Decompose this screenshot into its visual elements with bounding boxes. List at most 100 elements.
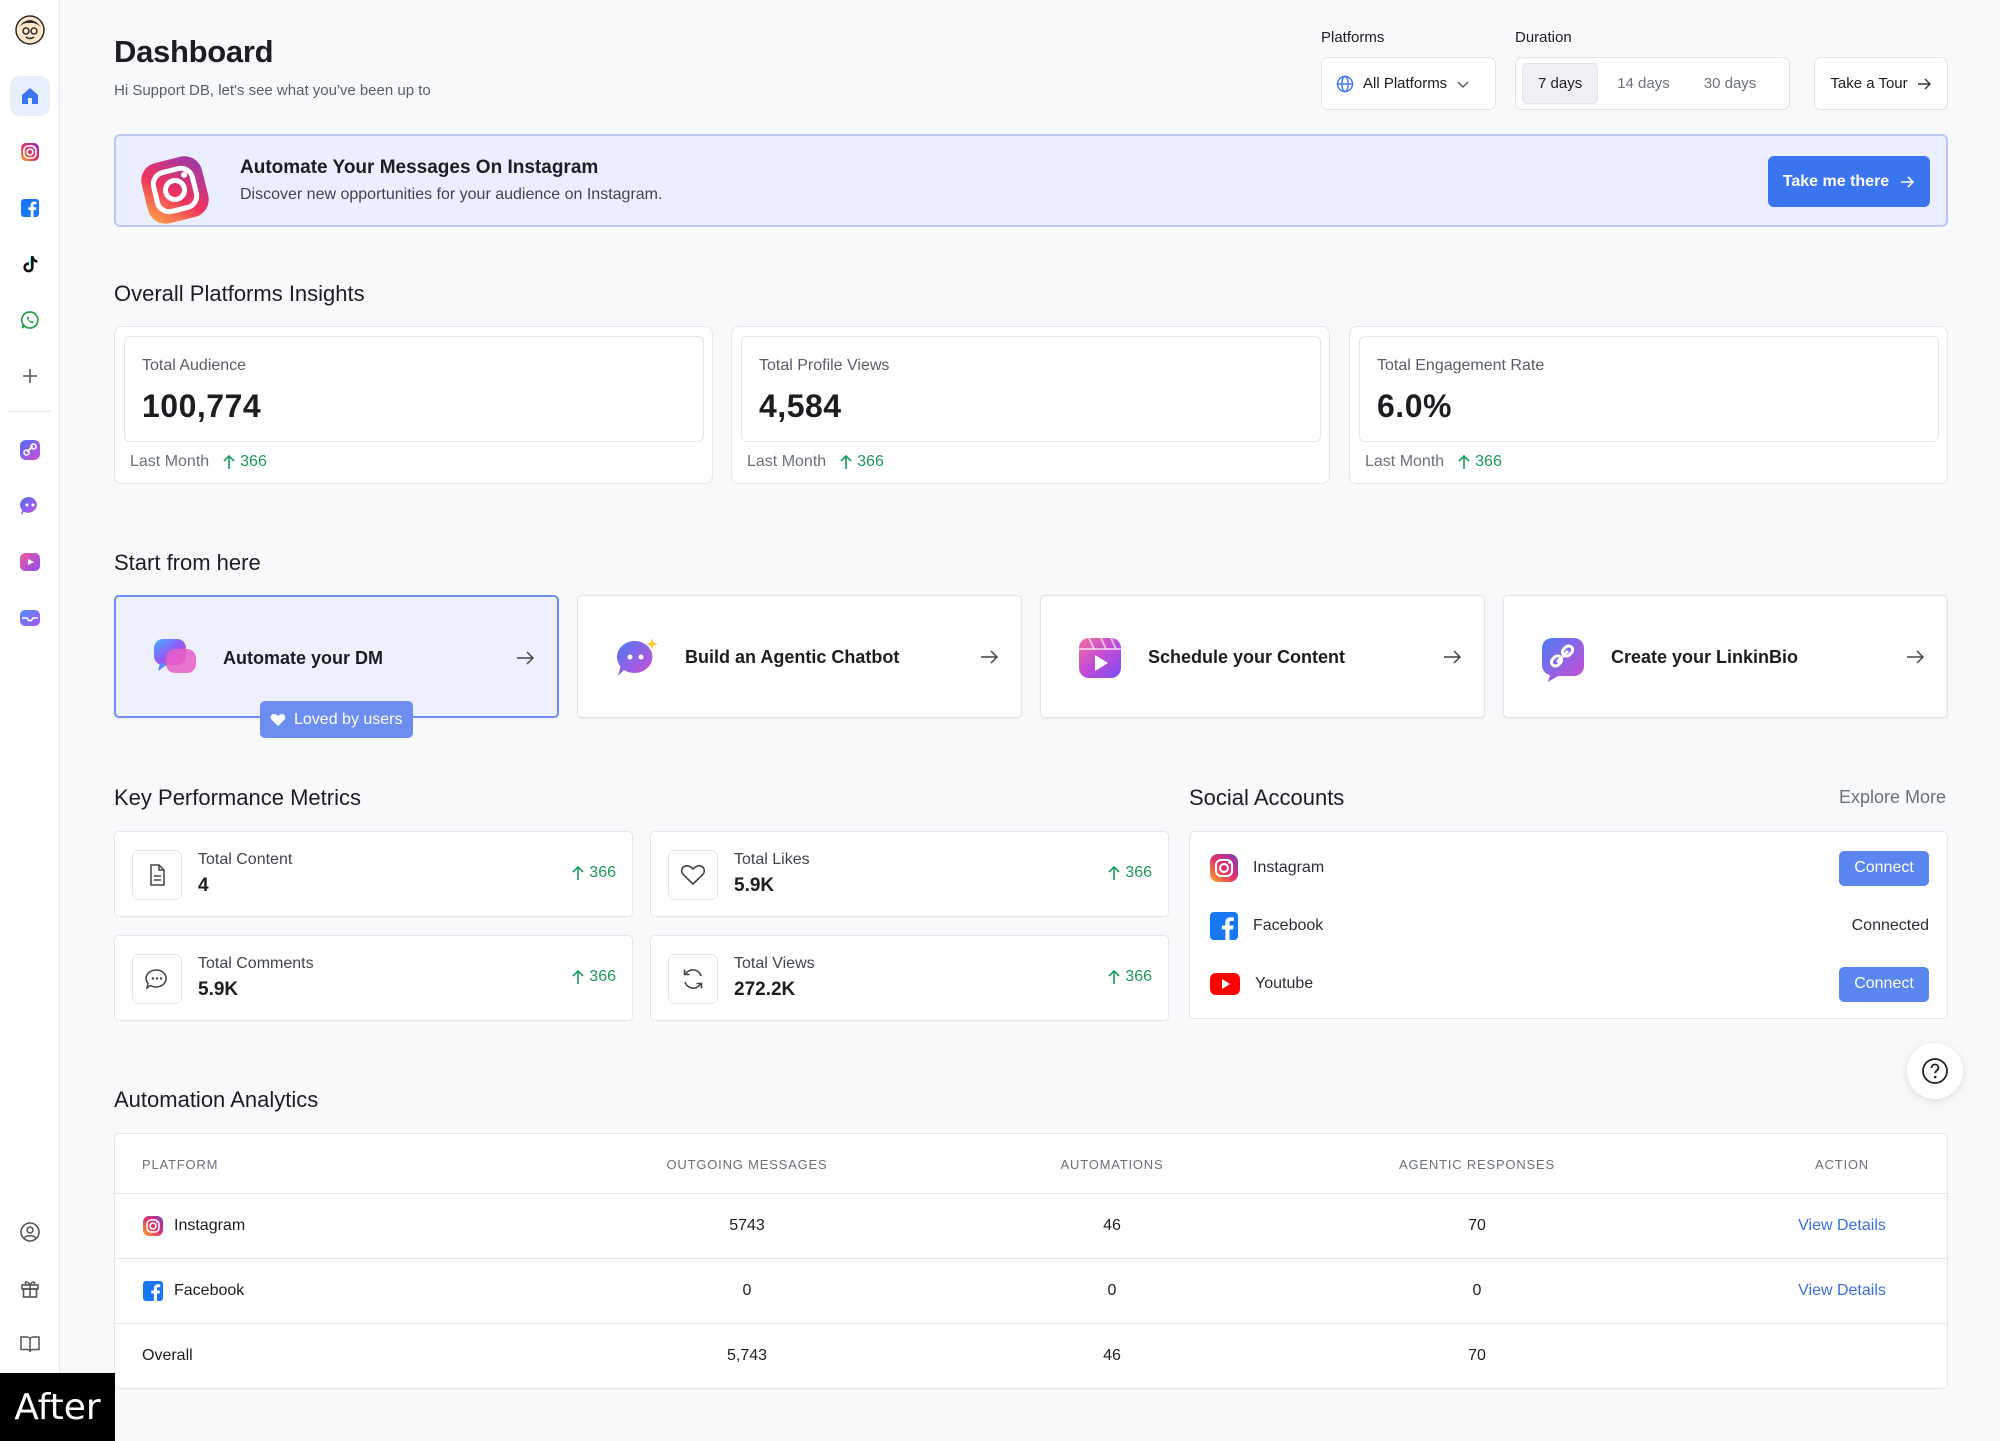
kpm-label: Total Comments xyxy=(198,955,314,972)
connect-instagram-button[interactable]: Connect xyxy=(1839,850,1929,886)
insight-value: 6.0% xyxy=(1377,388,1452,424)
arrow-up-icon xyxy=(1458,454,1470,469)
column-header: PLATFORM xyxy=(142,1157,219,1172)
duration-14-days[interactable]: 14 days xyxy=(1617,75,1670,92)
platform-select[interactable]: All Platforms xyxy=(1321,57,1496,110)
duration-7-days[interactable]: 7 days xyxy=(1522,63,1599,104)
book-icon[interactable] xyxy=(10,1324,50,1364)
after-watermark: After xyxy=(0,1373,115,1441)
automate-dm-card[interactable]: Automate your DM Loved by users xyxy=(114,595,559,738)
table-header: PLATFORM OUTGOING MESSAGES AUTOMATIONS A… xyxy=(115,1134,1947,1194)
arrow-right-icon xyxy=(981,650,999,664)
facebook-icon[interactable] xyxy=(10,188,50,228)
insight-change-value: 366 xyxy=(857,453,884,470)
schedule-content-card[interactable]: Schedule your Content xyxy=(1040,595,1485,718)
arrow-right-icon xyxy=(517,651,535,665)
avatar[interactable] xyxy=(10,10,50,50)
insight-change: 366 xyxy=(1458,453,1502,471)
kpm-card-views: Total Views 272.2K 366 xyxy=(650,935,1169,1021)
arrow-up-icon xyxy=(1108,969,1120,984)
platform-cell: Instagram xyxy=(142,1215,245,1237)
view-details-link[interactable]: View Details xyxy=(1798,1217,1886,1234)
instagram-logo-icon xyxy=(136,153,214,232)
total-outgoing: 5,743 xyxy=(726,1347,768,1364)
platform-cell: Facebook xyxy=(142,1280,244,1302)
kpm-label: Total Views xyxy=(734,955,815,972)
start-title: Start from here xyxy=(114,550,261,575)
kpm-change: 366 xyxy=(1108,968,1152,986)
instagram-promo-banner: Automate Your Messages On Instagram Disc… xyxy=(114,134,1948,227)
tiktok-icon[interactable] xyxy=(10,244,50,284)
connect-youtube-button[interactable]: Connect xyxy=(1839,966,1929,1002)
arrow-right-icon xyxy=(1907,650,1925,664)
page-title: Dashboard xyxy=(114,34,274,69)
banner-title: Automate Your Messages On Instagram xyxy=(240,157,599,178)
instagram-icon xyxy=(1210,854,1238,882)
explore-more-link[interactable]: Explore More xyxy=(1839,787,1947,807)
social-account-name: Youtube xyxy=(1255,975,1314,992)
insight-card-engagement: Total Engagement Rate 6.0% Last Month 36… xyxy=(1349,326,1948,484)
whatsapp-icon[interactable] xyxy=(10,300,50,340)
linkinbio-icon xyxy=(1540,636,1586,687)
insight-label: Total Engagement Rate xyxy=(1377,357,1545,374)
refresh-icon xyxy=(683,969,703,989)
view-details-link[interactable]: View Details xyxy=(1798,1282,1886,1299)
profile-icon[interactable] xyxy=(10,1212,50,1252)
schedule-icon[interactable] xyxy=(10,542,50,582)
insight-label: Total Profile Views xyxy=(759,357,890,374)
home-icon[interactable] xyxy=(10,76,50,116)
column-header: OUTGOING MESSAGES xyxy=(666,1157,828,1172)
social-accounts-card: Instagram Connect Facebook Connected You… xyxy=(1189,831,1948,1019)
kpm-change-value: 366 xyxy=(1125,864,1152,881)
platform-name: Facebook xyxy=(174,1282,245,1299)
social-account-name: Facebook xyxy=(1253,917,1324,934)
link-icon[interactable] xyxy=(10,430,50,470)
instagram-icon[interactable] xyxy=(10,132,50,172)
insights-title: Overall Platforms Insights xyxy=(114,281,365,306)
kpm-value: 272.2K xyxy=(734,979,796,1000)
help-button[interactable] xyxy=(1907,1043,1963,1099)
insight-change-value: 366 xyxy=(240,453,267,470)
insight-inner: Total Profile Views 4,584 xyxy=(741,336,1321,442)
duration-toggle: 7 days 14 days 30 days xyxy=(1515,57,1790,110)
arrow-up-icon xyxy=(840,454,852,469)
column-header: ACTION xyxy=(1815,1157,1869,1172)
facebook-icon xyxy=(143,1281,163,1301)
arrow-right-icon xyxy=(1901,175,1915,188)
page-subtitle: Hi Support DB, let's see what you've bee… xyxy=(114,82,431,99)
social-account-name: Instagram xyxy=(1253,859,1325,876)
insight-value: 4,584 xyxy=(759,388,842,424)
inbox-icon[interactable] xyxy=(10,598,50,638)
insight-foot-label: Last Month xyxy=(1365,453,1445,470)
insight-change-value: 366 xyxy=(1475,453,1502,470)
kpm-change-value: 366 xyxy=(1125,968,1152,985)
analytics-title: Automation Analytics xyxy=(114,1087,319,1112)
take-a-tour-label: Take a Tour xyxy=(1830,75,1908,92)
table-total-row: Overall 5,743 46 70 xyxy=(115,1325,1947,1389)
duration-30-days[interactable]: 30 days xyxy=(1703,75,1757,92)
kpm-icon-box xyxy=(668,850,718,900)
agentic-chatbot-card[interactable]: Build an Agentic Chatbot xyxy=(577,595,1022,718)
insight-inner: Total Audience 100,774 xyxy=(124,336,704,442)
gift-icon[interactable] xyxy=(10,1268,50,1308)
comment-icon xyxy=(145,969,167,990)
insight-inner: Total Engagement Rate 6.0% xyxy=(1359,336,1939,442)
document-icon xyxy=(150,864,165,886)
chatbot-icon[interactable] xyxy=(10,486,50,526)
add-icon[interactable] xyxy=(10,356,50,396)
insight-footer: Last Month 366 xyxy=(747,453,884,471)
insight-value: 100,774 xyxy=(142,388,262,424)
start-card-label: Automate your DM xyxy=(223,648,384,668)
arrow-right-icon xyxy=(1444,650,1462,664)
insight-change: 366 xyxy=(840,453,884,471)
take-a-tour-button[interactable]: Take a Tour xyxy=(1814,57,1948,110)
insight-foot-label: Last Month xyxy=(130,453,210,470)
kpm-change: 366 xyxy=(572,864,616,882)
linkinbio-card[interactable]: Create your LinkinBio xyxy=(1503,595,1948,718)
insight-footer: Last Month 366 xyxy=(130,453,267,471)
outgoing-cell: 5743 xyxy=(729,1217,765,1234)
heart-icon xyxy=(270,713,286,726)
take-me-there-button[interactable]: Take me there xyxy=(1768,156,1930,207)
insight-card-audience: Total Audience 100,774 Last Month 366 xyxy=(114,326,713,484)
help-icon xyxy=(1922,1058,1948,1084)
